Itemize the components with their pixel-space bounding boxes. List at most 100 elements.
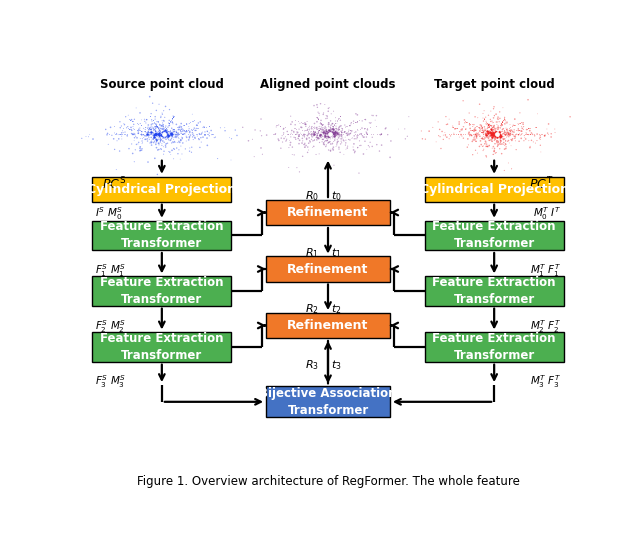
Point [276, 144, 286, 153]
Point [202, 127, 212, 136]
Point [292, 116, 303, 125]
Point [303, 143, 313, 152]
Point [344, 126, 355, 135]
Point [329, 130, 339, 139]
Point [386, 137, 396, 146]
Point [287, 126, 297, 135]
Point [315, 134, 325, 143]
Point [458, 122, 468, 131]
Point [503, 130, 513, 139]
Point [480, 129, 490, 138]
Point [493, 132, 503, 141]
Point [447, 122, 458, 130]
Point [156, 112, 166, 121]
Point [164, 119, 174, 128]
Point [328, 121, 339, 130]
Point [356, 129, 367, 138]
Point [161, 128, 171, 137]
Point [495, 136, 506, 145]
Point [290, 115, 300, 124]
Point [155, 124, 165, 133]
Point [315, 118, 325, 127]
Point [84, 130, 95, 139]
Point [154, 132, 164, 141]
Point [338, 129, 348, 138]
Point [314, 134, 324, 143]
Point [308, 128, 319, 137]
Point [147, 141, 157, 150]
Point [469, 133, 479, 142]
Point [483, 120, 493, 129]
Point [294, 129, 304, 138]
Point [318, 125, 328, 134]
Point [337, 124, 348, 133]
Point [151, 122, 161, 131]
Point [481, 130, 492, 139]
Point [170, 132, 180, 141]
Point [152, 122, 162, 130]
Point [177, 134, 188, 143]
Point [162, 131, 172, 140]
Point [157, 110, 168, 119]
Point [372, 129, 383, 138]
Point [193, 134, 204, 143]
Point [486, 130, 497, 139]
Point [337, 130, 347, 139]
Point [159, 113, 170, 122]
Point [331, 124, 341, 133]
Point [165, 136, 175, 145]
Point [497, 133, 507, 142]
Point [152, 135, 162, 144]
Point [376, 141, 387, 150]
Point [486, 126, 497, 135]
Point [324, 137, 335, 146]
Point [484, 122, 495, 131]
Point [464, 129, 474, 138]
Point [307, 127, 317, 136]
Point [315, 130, 325, 139]
Point [303, 125, 313, 134]
Point [115, 129, 125, 138]
Point [343, 126, 353, 135]
Point [514, 119, 524, 128]
Point [320, 131, 330, 140]
Point [133, 129, 143, 138]
Point [332, 116, 342, 125]
Point [144, 124, 154, 133]
Point [484, 127, 495, 136]
Point [324, 138, 335, 147]
Point [323, 136, 333, 145]
Point [493, 124, 503, 133]
Point [444, 134, 454, 143]
Point [495, 133, 506, 142]
Point [485, 115, 495, 124]
Point [189, 131, 199, 140]
Point [149, 137, 159, 146]
Point [156, 124, 166, 133]
Point [493, 114, 503, 123]
Point [447, 123, 458, 132]
Point [151, 131, 161, 140]
Point [464, 129, 474, 138]
Point [128, 122, 138, 131]
Point [303, 139, 314, 148]
Point [116, 128, 127, 137]
Point [484, 133, 494, 142]
Point [170, 129, 180, 138]
Point [483, 128, 493, 137]
Point [154, 141, 164, 150]
Point [320, 124, 330, 133]
Point [360, 129, 370, 138]
Point [150, 133, 160, 142]
Point [278, 124, 289, 133]
Point [159, 106, 169, 115]
Point [516, 118, 526, 127]
Point [291, 124, 301, 133]
Point [364, 141, 374, 150]
Point [515, 108, 525, 117]
Point [308, 136, 319, 145]
Point [328, 129, 338, 138]
Point [129, 125, 139, 134]
Text: $R_0$: $R_0$ [305, 190, 319, 203]
Point [316, 130, 326, 139]
